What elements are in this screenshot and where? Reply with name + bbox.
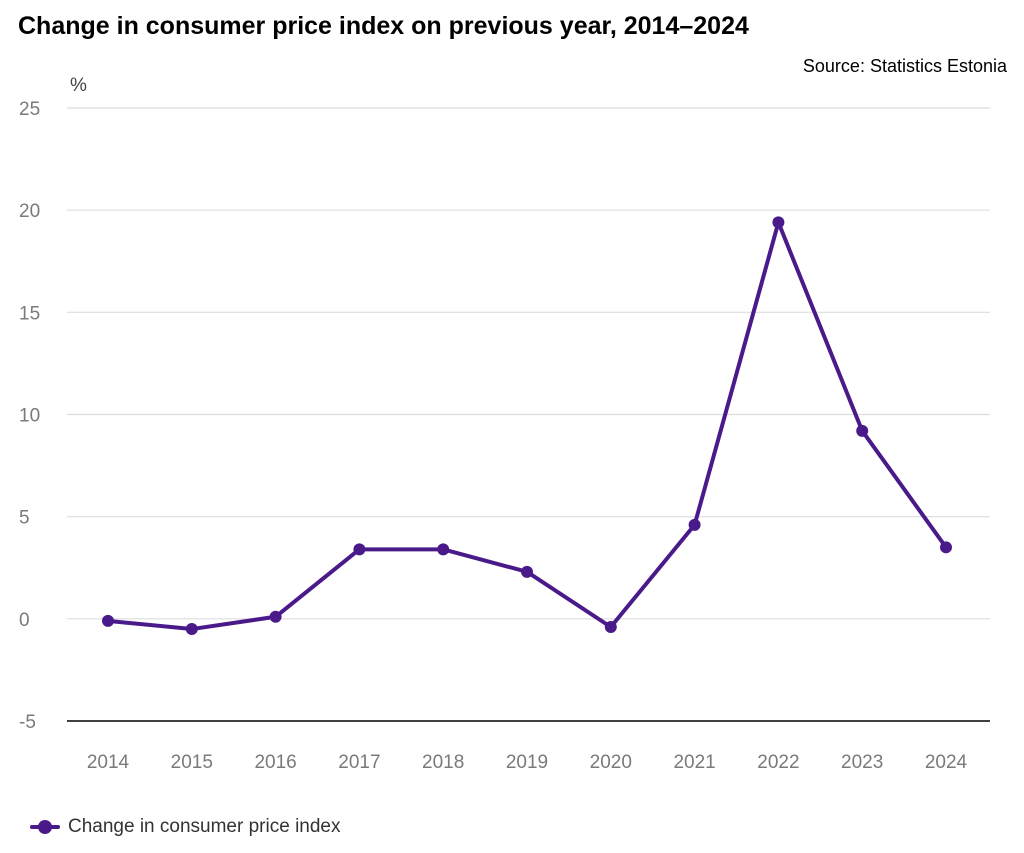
grid-lines	[67, 107, 990, 722]
x-tick-label: 2020	[590, 752, 632, 773]
x-tick-label: 2021	[673, 752, 715, 773]
y-tick-label: -5	[19, 712, 36, 733]
data-point[interactable]	[604, 621, 617, 634]
y-tick-label: 25	[19, 99, 40, 120]
data-point[interactable]	[437, 543, 450, 556]
x-tick-label: 2014	[87, 752, 130, 773]
legend: Change in consumer price index	[30, 816, 341, 838]
x-tick-label: 2018	[422, 752, 464, 773]
x-tick-label: 2022	[757, 752, 799, 773]
series-layer	[102, 216, 952, 636]
y-tick-label: 20	[19, 201, 40, 222]
data-point[interactable]	[102, 614, 114, 627]
data-point[interactable]	[185, 623, 198, 636]
data-point[interactable]	[856, 424, 869, 437]
x-tick-label: 2015	[171, 752, 213, 773]
y-tick-label: 0	[19, 610, 30, 631]
x-tick-label: 2023	[841, 752, 883, 773]
x-tick-label: 2017	[338, 752, 380, 773]
y-axis-unit-label: %	[70, 75, 87, 96]
x-axis-ticks: 2014 2015 2016 2017 2018 2019 2020 2021 2022 2023…	[87, 752, 968, 773]
data-point[interactable]	[521, 565, 533, 578]
x-tick-label: 2016	[254, 752, 296, 773]
data-point[interactable]	[688, 518, 701, 531]
legend-swatch-dot	[38, 820, 52, 834]
data-point[interactable]	[269, 610, 282, 623]
y-tick-label: 5	[19, 508, 30, 529]
data-point[interactable]	[772, 216, 785, 229]
x-tick-label: 2019	[506, 752, 548, 773]
chart-source: Source: Statistics Estonia	[802, 56, 1007, 76]
y-tick-label: 10	[19, 406, 40, 427]
y-axis-ticks: 25 20 15 10 5 0 -5	[19, 99, 40, 733]
legend-label: Change in consumer price index	[68, 816, 341, 837]
x-tick-label: 2024	[925, 752, 968, 773]
legend-swatch	[30, 820, 60, 834]
data-point[interactable]	[940, 541, 952, 554]
y-tick-label: 15	[19, 303, 40, 324]
data-point[interactable]	[353, 543, 366, 556]
chart-title: Change in consumer price index on previo…	[18, 12, 749, 40]
